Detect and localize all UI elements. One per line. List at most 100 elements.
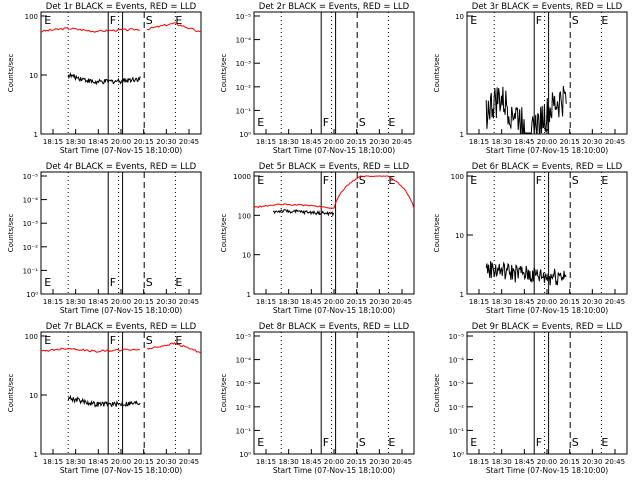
x-tick-label: 20:00 bbox=[324, 138, 344, 146]
y-tick-label: 10⁻² bbox=[23, 244, 39, 252]
x-axis-label: Start Time (07-Nov-15 18:10:00) bbox=[486, 466, 608, 475]
x-tick-label: 20:45 bbox=[392, 138, 412, 146]
x-tick-label: 20:30 bbox=[582, 298, 602, 306]
y-tick-label: 10⁻⁴ bbox=[236, 357, 252, 365]
x-tick-label: 18:15 bbox=[469, 138, 489, 146]
x-tick-label: 18:30 bbox=[66, 458, 86, 466]
y-tick-label: 10⁰ bbox=[239, 131, 251, 139]
y-tick-label: 10⁰ bbox=[239, 451, 251, 459]
x-tick-label: 18:45 bbox=[514, 138, 534, 146]
y-tick-label: 100 bbox=[25, 13, 38, 21]
x-tick-label: 18:15 bbox=[256, 458, 276, 466]
y-axis-label: Counts/sec bbox=[433, 214, 441, 253]
x-tick-label: 18:45 bbox=[88, 298, 108, 306]
x-tick-label: 20:30 bbox=[369, 138, 389, 146]
event-marker-e: E bbox=[601, 436, 608, 449]
x-tick-label: 18:30 bbox=[279, 298, 299, 306]
x-axis-label: Start Time (07-Nov-15 18:10:00) bbox=[273, 146, 395, 155]
x-tick-label: 18:45 bbox=[301, 458, 321, 466]
y-axis-label: Counts/sec bbox=[7, 374, 15, 413]
y-tick-label: 10⁻⁴ bbox=[236, 37, 252, 45]
y-tick-label: 10 bbox=[455, 232, 464, 240]
x-axis-label: Start Time (07-Nov-15 18:10:00) bbox=[60, 466, 182, 475]
x-tick-label: 20:30 bbox=[369, 458, 389, 466]
y-tick-label: 10⁻² bbox=[236, 404, 252, 412]
x-tick-label: 20:30 bbox=[582, 458, 602, 466]
y-tick-label: 10⁻¹ bbox=[236, 427, 252, 435]
series-line-lld bbox=[41, 22, 202, 33]
panel-title: Det 7r BLACK = Events, RED = LLD bbox=[46, 322, 197, 332]
x-axis-label: Start Time (07-Nov-15 18:10:00) bbox=[486, 146, 608, 155]
x-tick-label: 20:45 bbox=[605, 138, 625, 146]
panel-title: Det 5r BLACK = Events, RED = LLD bbox=[259, 162, 410, 172]
y-tick-label: 1 bbox=[34, 131, 38, 139]
series-line-lld bbox=[40, 341, 202, 354]
event-marker-s: S bbox=[146, 276, 153, 289]
y-tick-label: 10⁻⁵ bbox=[236, 13, 252, 21]
panel-det-2: Det 2r BLACK = Events, RED = LLD Counts/s… bbox=[220, 2, 415, 155]
x-tick-label: 18:30 bbox=[279, 138, 299, 146]
y-tick-label: 10⁻¹ bbox=[449, 427, 465, 435]
x-tick-label: 20:45 bbox=[179, 458, 199, 466]
y-tick-label: 10 bbox=[29, 72, 38, 80]
x-tick-label: 18:15 bbox=[43, 298, 63, 306]
event-marker-e: E bbox=[257, 116, 264, 129]
series-line-events bbox=[67, 394, 141, 408]
y-tick-label: 10⁻³ bbox=[236, 60, 252, 68]
y-axis-label: Counts/sec bbox=[220, 214, 228, 253]
x-tick-label: 18:30 bbox=[492, 298, 512, 306]
x-tick-label: 20:15 bbox=[134, 138, 154, 146]
event-marker-e: E bbox=[601, 174, 608, 187]
panel-title: Det 4r BLACK = Events, RED = LLD bbox=[46, 162, 197, 172]
x-tick-label: 20:30 bbox=[156, 298, 176, 306]
x-tick-label: 20:45 bbox=[392, 298, 412, 306]
y-tick-label: 10 bbox=[455, 13, 464, 21]
event-marker-e: E bbox=[175, 276, 182, 289]
x-axis-label: Start Time (07-Nov-15 18:10:00) bbox=[273, 466, 395, 475]
event-marker-f: F bbox=[110, 276, 116, 289]
event-marker-f: F bbox=[323, 174, 329, 187]
x-tick-label: 20:00 bbox=[111, 458, 131, 466]
x-tick-label: 20:15 bbox=[347, 298, 367, 306]
y-tick-label: 10⁻¹ bbox=[236, 107, 252, 115]
x-tick-label: 20:00 bbox=[537, 458, 557, 466]
plot-frame bbox=[253, 171, 415, 295]
event-marker-e: E bbox=[388, 436, 395, 449]
x-tick-label: 20:45 bbox=[392, 458, 412, 466]
event-marker-f: F bbox=[536, 14, 542, 27]
x-tick-label: 20:30 bbox=[156, 458, 176, 466]
panel-title: Det 8r BLACK = Events, RED = LLD bbox=[259, 322, 410, 332]
x-tick-label: 18:15 bbox=[43, 138, 63, 146]
series-line-events bbox=[485, 261, 567, 286]
y-tick-label: 10 bbox=[242, 252, 251, 260]
panel-title: Det 9r BLACK = Events, RED = LLD bbox=[472, 322, 623, 332]
y-tick-label: 10⁰ bbox=[452, 451, 464, 459]
x-tick-label: 18:30 bbox=[492, 458, 512, 466]
y-tick-label: 100 bbox=[451, 173, 464, 181]
x-tick-label: 20:15 bbox=[134, 298, 154, 306]
y-tick-label: 10⁻¹ bbox=[23, 267, 39, 275]
event-marker-s: S bbox=[572, 436, 579, 449]
event-marker-e: E bbox=[470, 174, 477, 187]
y-tick-label: 10⁻³ bbox=[236, 380, 252, 388]
event-marker-f: F bbox=[110, 14, 116, 27]
series-line-events bbox=[485, 85, 567, 134]
panel-title: Det 6r BLACK = Events, RED = LLD bbox=[472, 162, 623, 172]
y-axis-label: Counts/sec bbox=[7, 214, 15, 253]
panel-det-4: Det 4r BLACK = Events, RED = LLD Counts/s… bbox=[7, 162, 202, 315]
y-tick-label: 10⁻³ bbox=[23, 220, 39, 228]
x-tick-label: 20:00 bbox=[111, 138, 131, 146]
event-marker-e: E bbox=[601, 14, 608, 27]
x-tick-label: 20:15 bbox=[134, 458, 154, 466]
event-marker-f: F bbox=[536, 436, 542, 449]
y-tick-label: 10⁻⁴ bbox=[449, 357, 465, 365]
panel-title: Det 1r BLACK = Events, RED = LLD bbox=[46, 2, 197, 12]
x-axis-label: Start Time (07-Nov-15 18:10:00) bbox=[486, 306, 608, 315]
y-tick-label: 10⁻² bbox=[236, 84, 252, 92]
event-marker-s: S bbox=[359, 174, 366, 187]
x-tick-label: 18:45 bbox=[514, 298, 534, 306]
y-tick-label: 100 bbox=[238, 212, 251, 220]
event-marker-e: E bbox=[388, 116, 395, 129]
event-marker-s: S bbox=[146, 14, 153, 27]
x-tick-label: 20:45 bbox=[605, 298, 625, 306]
